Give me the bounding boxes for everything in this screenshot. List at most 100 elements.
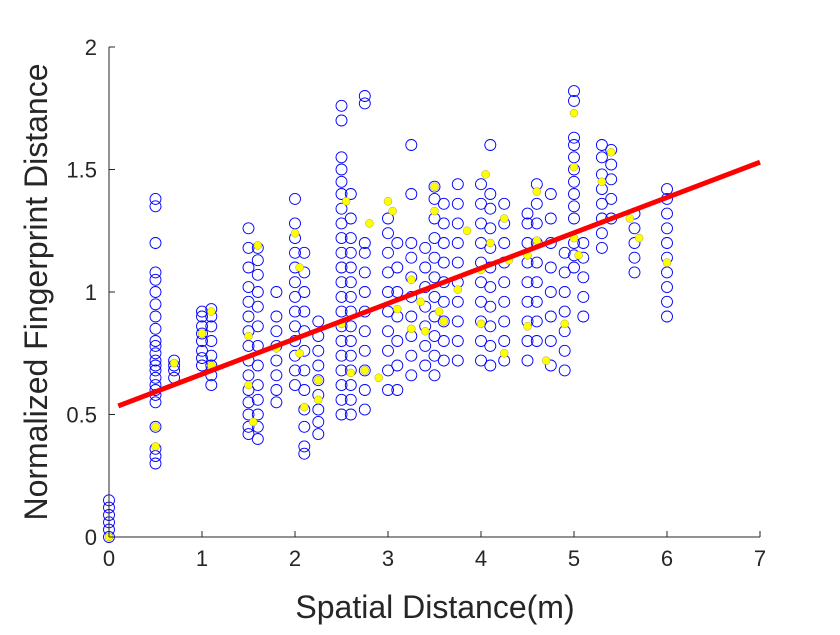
data-point (498, 295, 511, 308)
data-point (568, 85, 580, 98)
data-point (335, 163, 348, 176)
data-point (205, 320, 218, 333)
data-point (149, 364, 162, 377)
data-point (289, 320, 301, 333)
data-point (335, 379, 348, 392)
data-point (270, 310, 283, 323)
data-point (419, 359, 432, 372)
data-point (595, 139, 608, 151)
data-point (149, 359, 162, 372)
highlighted-point (532, 187, 541, 196)
data-point (242, 428, 255, 441)
data-point (149, 396, 162, 409)
highlighted-point (346, 368, 355, 378)
data-point (298, 384, 311, 396)
data-point (335, 99, 348, 112)
data-point (498, 237, 511, 249)
data-point (335, 232, 348, 245)
data-point (335, 276, 348, 289)
highlighted-point (244, 380, 253, 390)
data-point (358, 286, 371, 298)
data-point (344, 246, 357, 259)
data-point (196, 310, 208, 323)
x-tick-label: 5 (568, 546, 580, 571)
data-point (344, 335, 357, 347)
data-point (484, 281, 497, 294)
highlighted-point (607, 148, 616, 157)
data-point (149, 371, 162, 384)
data-point (149, 335, 162, 347)
data-point (530, 315, 543, 328)
data-point (382, 364, 394, 377)
data-point (419, 339, 432, 352)
data-point (335, 246, 348, 259)
data-point (484, 188, 497, 200)
data-point (605, 173, 618, 186)
data-point (391, 261, 404, 274)
y-tick-label: 1.5 (66, 158, 97, 183)
data-point (521, 276, 534, 289)
data-point (344, 290, 357, 303)
data-point (405, 310, 418, 323)
data-point (270, 384, 283, 396)
highlighted-point (481, 170, 490, 179)
data-point (382, 227, 394, 240)
data-point (149, 310, 162, 323)
highlighted-point (634, 233, 644, 243)
data-point (428, 349, 441, 362)
highlighted-point (248, 417, 258, 427)
data-point (289, 379, 301, 392)
data-point (568, 94, 580, 107)
data-point (428, 369, 441, 382)
data-point (335, 290, 348, 303)
data-point (344, 393, 357, 406)
data-point (358, 325, 371, 338)
data-point (428, 290, 441, 303)
data-point (149, 286, 162, 298)
data-point (577, 290, 590, 303)
data-point (437, 197, 450, 210)
data-point (149, 354, 162, 367)
x-ticks: 0 1 2 3 4 5 6 7 (103, 531, 766, 571)
data-point (312, 428, 325, 441)
highlighted-point (625, 214, 634, 223)
data-point (428, 192, 441, 205)
data-point (289, 364, 301, 377)
data-point (544, 188, 557, 200)
data-point (242, 408, 255, 421)
data-point (661, 281, 673, 294)
data-point (475, 178, 487, 191)
data-point (484, 339, 497, 352)
data-point (405, 188, 418, 200)
data-point (149, 420, 162, 433)
data-point (498, 335, 511, 347)
data-point (149, 339, 162, 352)
data-point (344, 320, 357, 333)
data-point (251, 286, 264, 298)
highlighted-point (523, 322, 532, 331)
x-tick-label: 6 (661, 546, 673, 571)
data-point (358, 384, 371, 396)
axes (108, 47, 760, 538)
data-point (437, 237, 450, 249)
data-point (289, 290, 301, 303)
data-point (521, 335, 534, 347)
data-point (242, 369, 255, 382)
highlighted-point (365, 219, 374, 228)
data-point (149, 457, 162, 470)
data-point (451, 217, 464, 230)
data-point (149, 200, 162, 213)
data-point (568, 131, 580, 144)
data-point (312, 315, 325, 328)
x-tick-label: 1 (196, 546, 208, 571)
data-point (358, 246, 371, 259)
highlighted-point (207, 307, 216, 316)
data-point (568, 175, 580, 188)
highlighted-point (407, 275, 416, 284)
data-point (484, 139, 497, 151)
data-point (335, 393, 348, 406)
highlighted-point (197, 329, 207, 338)
data-point (437, 256, 450, 269)
data-point (149, 192, 162, 205)
data-point (298, 420, 311, 433)
